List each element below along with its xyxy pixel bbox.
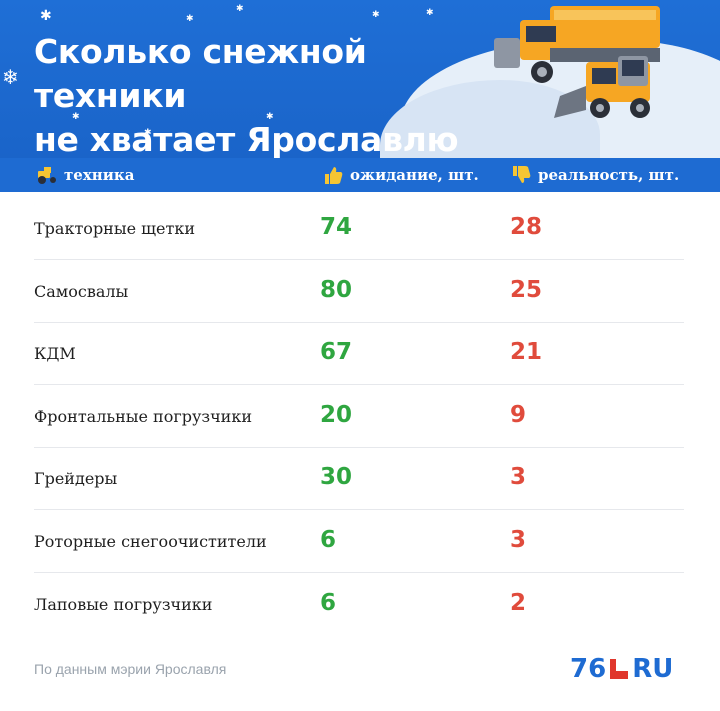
vehicle-name: Самосвалы	[34, 281, 129, 301]
logo-number: 76	[570, 654, 607, 684]
reality-value: 2	[510, 589, 527, 616]
logo-suffix: RU	[632, 654, 674, 684]
reality-value: 3	[510, 464, 527, 491]
thumbs-up-icon	[325, 167, 343, 184]
column-header-vehicle: техника	[36, 165, 134, 185]
expected-value: 6	[320, 527, 337, 553]
reality-value: 25	[510, 276, 543, 303]
reality-value: 3	[510, 527, 527, 553]
vehicle-name: Тракторные щетки	[34, 219, 195, 238]
snowflake-icon: ✱	[144, 127, 152, 137]
reality-value: 28	[510, 214, 543, 240]
column-header-label: реальность, шт.	[538, 166, 680, 184]
header-banner: ✱ ✱ ✱ ✱ ❄ ✱ ✱ ✱ ✱ ✱ Сколько снежной техн…	[0, 0, 720, 158]
expected-value: 6	[320, 589, 337, 616]
page-title: Сколько снежной техники не хватает Яросл…	[34, 30, 514, 158]
column-header-expected: ожидание, шт.	[322, 165, 479, 185]
snow-trucks-illustration	[494, 6, 660, 118]
snowflake-icon: ✱	[40, 7, 52, 23]
expected-value: 67	[320, 339, 353, 366]
tractor-icon	[38, 167, 56, 184]
logo-mark-icon	[610, 659, 629, 679]
snowflake-icon: ✱	[186, 13, 194, 23]
reality-value: 21	[510, 339, 543, 366]
expected-value: 80	[320, 276, 353, 303]
table-row: Грейдеры 30 3	[34, 448, 684, 511]
snowflake-icon: ✱	[372, 9, 380, 19]
expected-value: 30	[320, 464, 353, 491]
column-header-reality: реальность, шт.	[510, 165, 679, 185]
vehicle-name: Лаповые погрузчики	[34, 594, 213, 614]
vehicle-name: КДМ	[34, 344, 76, 364]
snowflake-icon: ❄	[2, 67, 19, 89]
thumbs-down-icon	[513, 166, 531, 183]
table-row: Фронтальные погрузчики 20 9	[34, 386, 684, 448]
table-row: Тракторные щетки 74 28	[34, 198, 684, 260]
snowflake-icon: ✱	[236, 3, 244, 13]
vehicle-name: Грейдеры	[34, 469, 118, 489]
column-header-label: ожидание, шт.	[350, 166, 479, 184]
title-line: Сколько снежной техники	[34, 32, 367, 115]
table-row: Самосвалы 80 25	[34, 261, 684, 323]
column-header-label: техника	[64, 166, 135, 184]
snowflake-icon: ✱	[426, 7, 434, 17]
table-header: техника ожидание, шт. реальность, шт.	[0, 158, 720, 192]
expected-value: 20	[320, 401, 353, 428]
vehicle-name: Роторные снегоочистители	[34, 532, 267, 551]
reality-value: 9	[510, 401, 527, 428]
source-note: По данным мэрии Ярославля	[34, 661, 227, 677]
table-row: Роторные снегоочистители 6 3	[34, 511, 684, 573]
vehicle-name: Фронтальные погрузчики	[34, 406, 253, 426]
snowflake-icon: ✱	[72, 111, 80, 121]
table-row: КДМ 67 21	[34, 323, 684, 386]
expected-value: 74	[320, 214, 353, 240]
table-row: Лаповые погрузчики 6 2	[34, 574, 684, 636]
site-logo: 76 RU	[570, 654, 673, 684]
title-line: не хватает Ярославлю	[34, 120, 459, 158]
snowflake-icon: ✱	[266, 111, 274, 121]
